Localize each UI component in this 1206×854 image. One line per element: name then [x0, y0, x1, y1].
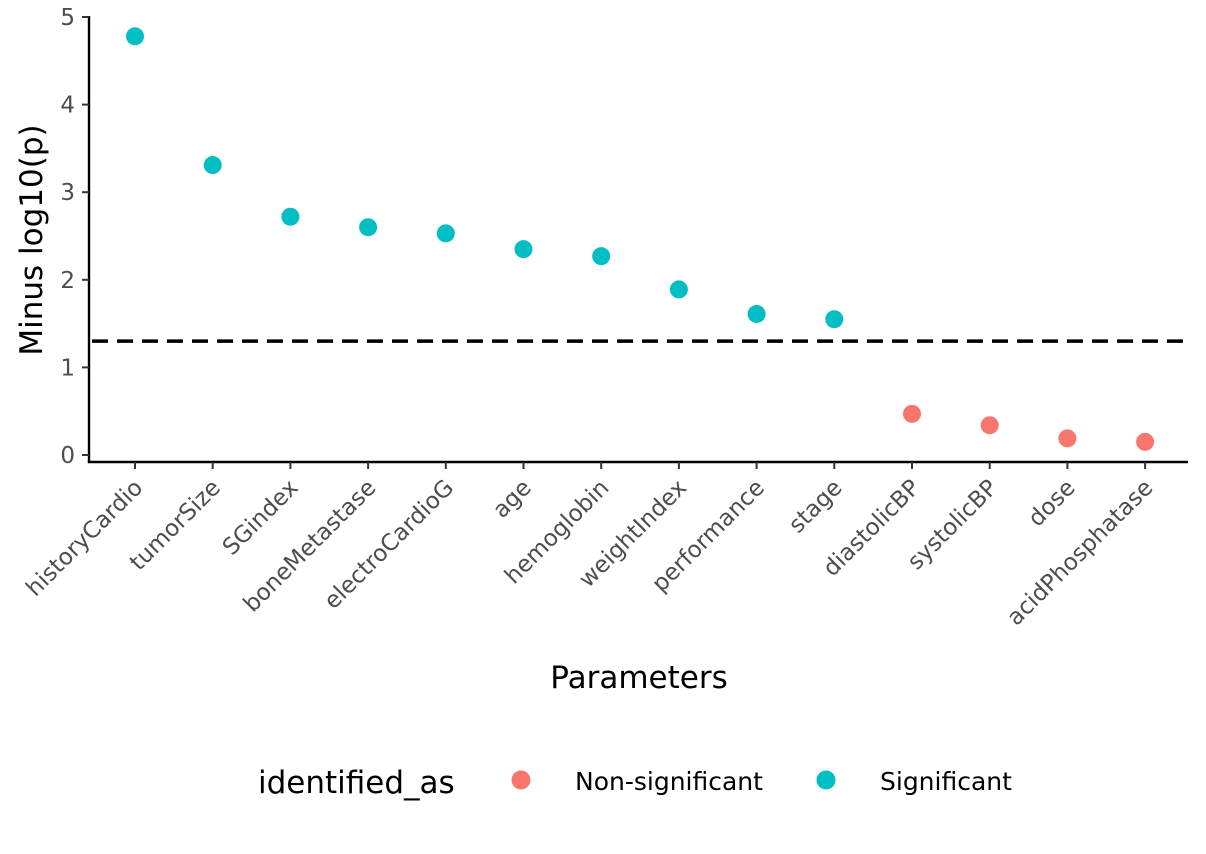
legend-key — [816, 770, 836, 790]
data-point — [980, 416, 999, 435]
x-axis-label: Parameters — [550, 660, 727, 696]
legend-label: Non-significant — [575, 767, 763, 796]
data-point — [825, 310, 844, 329]
data-point — [1058, 429, 1077, 448]
x-tick-label: boneMetastase — [239, 475, 382, 618]
x-tick-label: historyCardio — [21, 475, 148, 602]
data-point — [359, 218, 378, 237]
legend-title: identified_as — [258, 765, 455, 801]
x-tick-label: dose — [1023, 475, 1080, 532]
legend-key — [511, 770, 531, 790]
data-point — [281, 207, 300, 226]
x-tick-label: stage — [784, 475, 848, 539]
y-axis-label: Minus log10(p) — [14, 124, 50, 355]
x-tick-label: electroCardioG — [319, 475, 459, 615]
x-tick-label: acidPhosphatase — [1002, 475, 1158, 631]
data-point — [747, 304, 766, 323]
y-tick-label: 0 — [60, 443, 75, 469]
data-point — [592, 247, 611, 266]
x-tick-label: age — [488, 475, 537, 524]
y-tick-label: 4 — [60, 93, 75, 119]
legend-label: Significant — [880, 767, 1012, 796]
y-tick-label: 3 — [60, 180, 75, 206]
data-point — [436, 224, 455, 243]
data-point — [203, 156, 222, 175]
plot-area: 012345historyCardiotumorSizeSGindexboneM… — [21, 5, 1188, 631]
data-point — [669, 280, 688, 299]
data-point — [1136, 432, 1155, 451]
y-tick-label: 2 — [60, 268, 75, 294]
legend: Non-significant Significant — [511, 767, 1012, 796]
data-point — [126, 27, 144, 46]
data-point — [514, 240, 533, 259]
data-point — [903, 404, 921, 423]
y-tick-label: 1 — [60, 355, 75, 381]
y-tick-label: 5 — [60, 5, 75, 31]
